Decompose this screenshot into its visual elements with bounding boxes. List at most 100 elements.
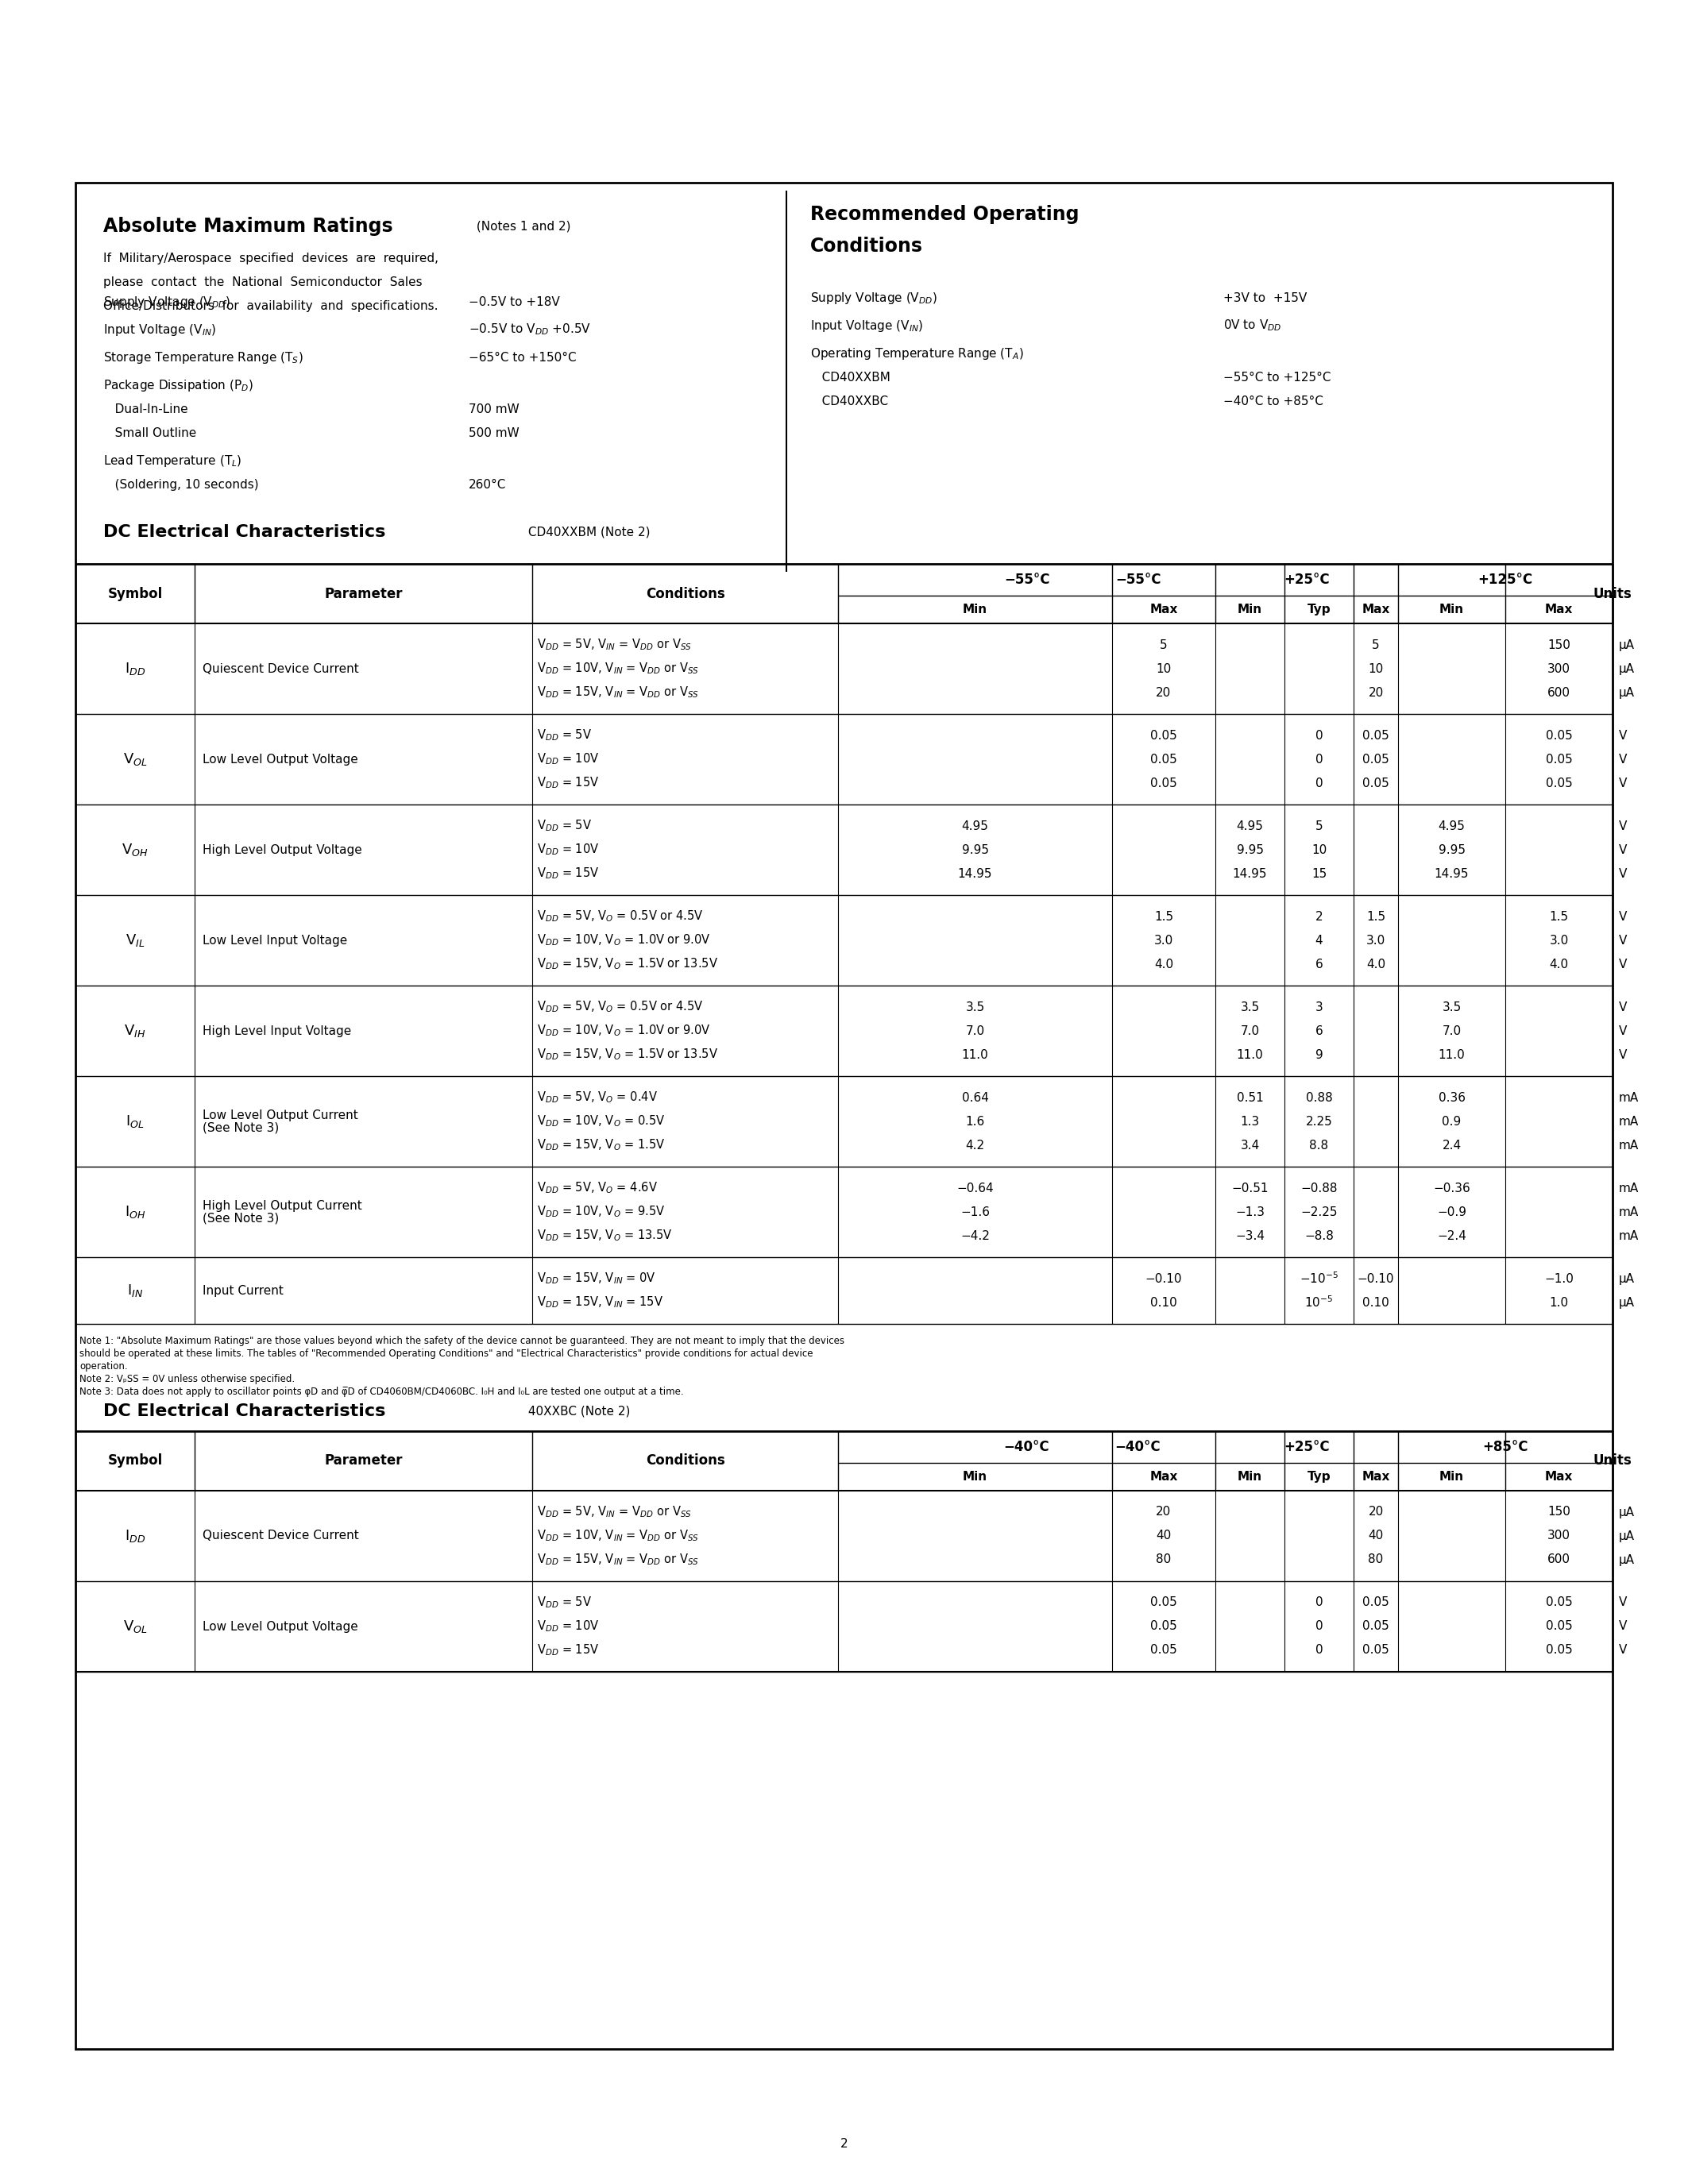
Text: Operating Temperature Range (T$_A$): Operating Temperature Range (T$_A$) <box>810 345 1023 360</box>
Text: (Soldering, 10 seconds): (Soldering, 10 seconds) <box>103 478 258 491</box>
Text: Low Level Output Voltage: Low Level Output Voltage <box>203 1621 358 1631</box>
Text: −40°C to +85°C: −40°C to +85°C <box>1224 395 1323 406</box>
Text: 5: 5 <box>1372 640 1379 651</box>
Text: 3.4: 3.4 <box>1241 1140 1259 1151</box>
Text: −0.10: −0.10 <box>1357 1273 1394 1284</box>
Text: V$_{DD}$ = 10V, V$_{IN}$ = V$_{DD}$ or V$_{SS}$: V$_{DD}$ = 10V, V$_{IN}$ = V$_{DD}$ or V… <box>537 662 699 677</box>
Text: 15: 15 <box>1312 867 1327 880</box>
Text: −0.5V to V$_{DD}$ +0.5V: −0.5V to V$_{DD}$ +0.5V <box>469 323 591 336</box>
Text: Min: Min <box>1237 603 1263 616</box>
Text: 40: 40 <box>1369 1531 1384 1542</box>
Text: (Notes 1 and 2): (Notes 1 and 2) <box>473 221 571 232</box>
Text: I$_{IN}$: I$_{IN}$ <box>127 1282 143 1299</box>
Text: 3.5: 3.5 <box>1241 1000 1259 1013</box>
Text: (See Note 3): (See Note 3) <box>203 1123 279 1133</box>
Text: Storage Temperature Range (T$_S$): Storage Temperature Range (T$_S$) <box>103 349 304 365</box>
Text: −40°C: −40°C <box>1004 1439 1050 1455</box>
Text: V: V <box>1619 1621 1627 1631</box>
Text: −55°C to +125°C: −55°C to +125°C <box>1224 371 1330 382</box>
Text: 600: 600 <box>1548 686 1570 699</box>
Text: 0.05: 0.05 <box>1362 753 1389 764</box>
Text: 0.05: 0.05 <box>1546 753 1572 764</box>
Text: Input Current: Input Current <box>203 1284 284 1297</box>
Text: Conditions: Conditions <box>645 587 724 601</box>
Text: please  contact  the  National  Semiconductor  Sales: please contact the National Semiconducto… <box>103 275 422 288</box>
Text: +25°C: +25°C <box>1285 1439 1330 1455</box>
Text: 0.88: 0.88 <box>1305 1092 1332 1103</box>
Text: Note 1: "Absolute Maximum Ratings" are those values beyond which the safety of t: Note 1: "Absolute Maximum Ratings" are t… <box>79 1337 844 1345</box>
Text: 0.05: 0.05 <box>1150 729 1177 740</box>
Text: 4.95: 4.95 <box>1438 819 1465 832</box>
Text: High Level Input Voltage: High Level Input Voltage <box>203 1024 351 1037</box>
Text: 150: 150 <box>1548 1507 1570 1518</box>
Text: 6: 6 <box>1315 1024 1323 1037</box>
Text: 10: 10 <box>1156 662 1171 675</box>
Text: Units: Units <box>1593 1455 1632 1468</box>
Text: Quiescent Device Current: Quiescent Device Current <box>203 1531 360 1542</box>
Text: Note 2: VₚSS = 0V unless otherwise specified.: Note 2: VₚSS = 0V unless otherwise speci… <box>79 1374 295 1385</box>
Text: V$_{DD}$ = 5V, V$_{IN}$ = V$_{DD}$ or V$_{SS}$: V$_{DD}$ = 5V, V$_{IN}$ = V$_{DD}$ or V$… <box>537 1505 692 1520</box>
Text: 0.05: 0.05 <box>1362 1621 1389 1631</box>
Text: 80: 80 <box>1156 1553 1171 1566</box>
Text: V: V <box>1619 867 1627 880</box>
Text: V$_{DD}$ = 10V: V$_{DD}$ = 10V <box>537 1618 599 1634</box>
Text: V$_{DD}$ = 15V, V$_{IN}$ = 0V: V$_{DD}$ = 15V, V$_{IN}$ = 0V <box>537 1271 657 1286</box>
Text: Recommended Operating: Recommended Operating <box>810 205 1079 225</box>
Text: Low Level Output Current: Low Level Output Current <box>203 1109 358 1120</box>
Text: μA: μA <box>1619 1553 1634 1566</box>
Text: Package Dissipation (P$_D$): Package Dissipation (P$_D$) <box>103 378 253 393</box>
Text: I$_{DD}$: I$_{DD}$ <box>125 662 145 677</box>
Text: 4.95: 4.95 <box>1236 819 1263 832</box>
Text: −0.10: −0.10 <box>1144 1273 1182 1284</box>
Text: 20: 20 <box>1156 686 1171 699</box>
Text: −2.25: −2.25 <box>1300 1206 1337 1219</box>
Text: −0.64: −0.64 <box>957 1182 994 1195</box>
Text: Symbol: Symbol <box>108 587 162 601</box>
Text: 10: 10 <box>1312 843 1327 856</box>
Text: V: V <box>1619 1000 1627 1013</box>
Text: DC Electrical Characteristics: DC Electrical Characteristics <box>103 524 385 539</box>
Text: 0.9: 0.9 <box>1442 1116 1462 1127</box>
Text: 80: 80 <box>1369 1553 1384 1566</box>
Text: CD40XXBM (Note 2): CD40XXBM (Note 2) <box>525 526 650 537</box>
Text: +125°C: +125°C <box>1479 572 1533 587</box>
Text: −1.0: −1.0 <box>1545 1273 1573 1284</box>
Text: 40XXBC (Note 2): 40XXBC (Note 2) <box>525 1404 630 1417</box>
Text: −0.88: −0.88 <box>1300 1182 1337 1195</box>
Text: Input Voltage (V$_{IN}$): Input Voltage (V$_{IN}$) <box>103 321 216 336</box>
Text: Small Outline: Small Outline <box>103 426 196 439</box>
Text: V$_{DD}$ = 5V: V$_{DD}$ = 5V <box>537 819 592 834</box>
Text: −8.8: −8.8 <box>1305 1230 1334 1243</box>
Text: Typ: Typ <box>1307 603 1330 616</box>
Text: 0: 0 <box>1315 1621 1323 1631</box>
Text: μA: μA <box>1619 1507 1634 1518</box>
Text: 0.36: 0.36 <box>1438 1092 1465 1103</box>
Text: V$_{DD}$ = 10V, V$_O$ = 1.0V or 9.0V: V$_{DD}$ = 10V, V$_O$ = 1.0V or 9.0V <box>537 933 711 948</box>
Text: V$_{IH}$: V$_{IH}$ <box>125 1022 145 1040</box>
Text: DC Electrical Characteristics: DC Electrical Characteristics <box>103 1404 385 1420</box>
Text: 7.0: 7.0 <box>1241 1024 1259 1037</box>
Text: 11.0: 11.0 <box>1237 1048 1263 1061</box>
Text: 3.5: 3.5 <box>966 1000 984 1013</box>
Text: Conditions: Conditions <box>810 236 923 256</box>
Text: 2.25: 2.25 <box>1305 1116 1332 1127</box>
Text: 0.64: 0.64 <box>962 1092 989 1103</box>
Text: 7.0: 7.0 <box>1442 1024 1462 1037</box>
Text: V$_{DD}$ = 15V, V$_{IN}$ = V$_{DD}$ or V$_{SS}$: V$_{DD}$ = 15V, V$_{IN}$ = V$_{DD}$ or V… <box>537 686 699 699</box>
Text: 3.0: 3.0 <box>1366 935 1386 946</box>
Text: 5: 5 <box>1315 819 1323 832</box>
Text: Min: Min <box>962 1470 987 1483</box>
Text: μA: μA <box>1619 662 1634 675</box>
Text: 2: 2 <box>841 2138 847 2151</box>
Text: +25°C: +25°C <box>1285 572 1330 587</box>
Text: 0.05: 0.05 <box>1362 1597 1389 1610</box>
Text: V: V <box>1619 935 1627 946</box>
Text: High Level Output Current: High Level Output Current <box>203 1199 361 1212</box>
Text: I$_{OH}$: I$_{OH}$ <box>125 1203 145 1221</box>
Text: mA: mA <box>1619 1140 1639 1151</box>
Text: −0.5V to +18V: −0.5V to +18V <box>469 295 560 308</box>
Text: 0.05: 0.05 <box>1150 1621 1177 1631</box>
Text: V: V <box>1619 1048 1627 1061</box>
Text: 0V to V$_{DD}$: 0V to V$_{DD}$ <box>1224 319 1281 332</box>
Text: Supply Voltage (V$_{DD}$): Supply Voltage (V$_{DD}$) <box>103 295 230 310</box>
